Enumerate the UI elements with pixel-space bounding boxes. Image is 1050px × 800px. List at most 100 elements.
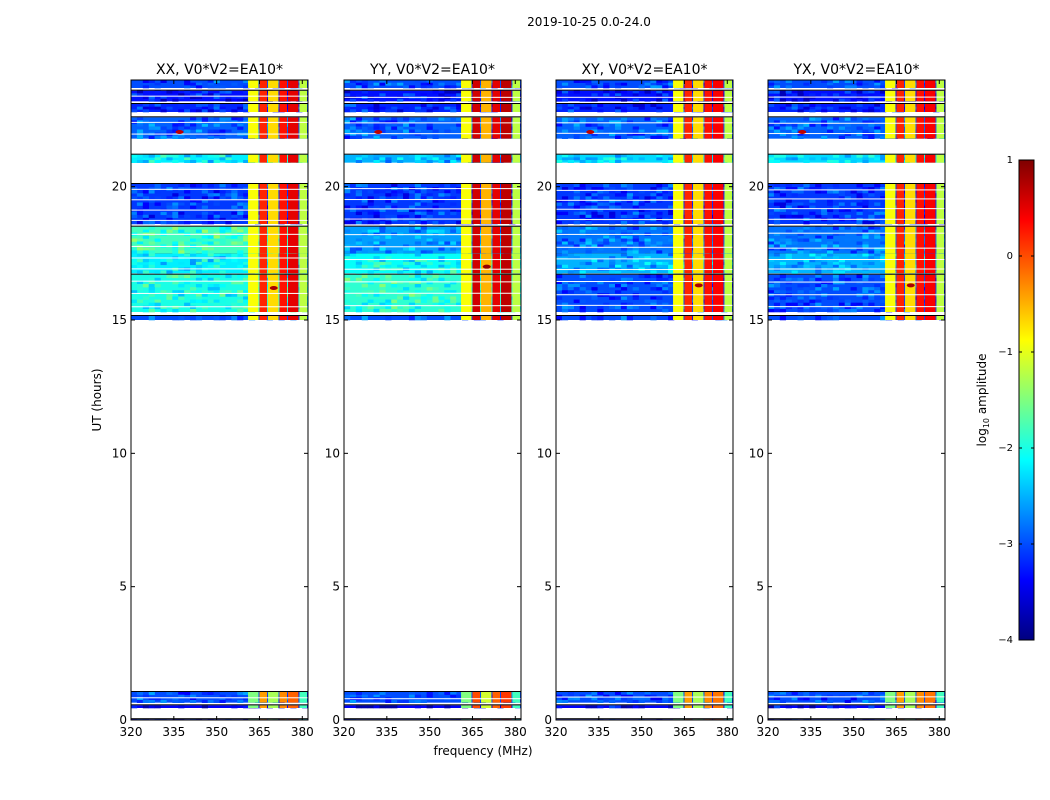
noise-cell [207,109,214,113]
rfi-column [481,80,492,88]
flag-gap [768,281,945,283]
noise-cell [768,193,775,197]
noise-cell [556,202,563,206]
noise-cell [355,123,362,127]
noise-cell [397,308,404,313]
noise-cell [868,692,875,695]
noise-cell [237,316,244,321]
noise-cell [844,211,851,216]
noise-cell [444,705,451,709]
noise-cell [154,160,161,163]
noise-cell [821,196,828,200]
rfi-column [905,184,916,224]
noise-cell [838,190,845,194]
noise-cell [668,82,675,86]
noise-cell [184,90,191,94]
flag-gap [131,95,308,97]
noise-cell [785,80,792,83]
noise-cell [213,117,220,121]
noise-cell [567,284,574,288]
noise-cell [432,85,439,89]
noise-cell [373,277,380,282]
noise-cell [567,241,574,245]
noise-cell [638,104,645,107]
noise-cell [591,98,598,102]
noise-cell [349,104,357,107]
noise-cell [397,157,404,161]
noise-cell [444,193,451,197]
noise-cell [367,241,374,245]
noise-cell [797,214,804,219]
noise-cell [662,135,669,139]
noise-cell [561,202,569,206]
noise-cell [166,217,173,222]
noise-cell [921,220,928,225]
noise-cell [709,284,716,288]
noise-cell [195,259,203,263]
noise-cell [921,205,928,209]
noise-cell [426,211,433,216]
noise-cell [426,270,433,274]
noise-cell [284,259,291,263]
noise-cell [403,261,410,266]
flag-gap [768,232,945,234]
noise-cell [856,90,863,94]
noise-cell [797,316,804,321]
rfi-column [492,226,501,254]
noise-cell [497,250,504,254]
rfi-column [492,104,501,112]
noise-cell [773,253,781,257]
noise-cell [862,193,869,197]
flag-gap [131,280,308,282]
noise-cell [632,247,639,251]
noise-cell [797,305,804,310]
noise-cell [662,261,669,266]
noise-cell [355,247,362,251]
rfi-column [268,253,279,274]
noise-cell [785,299,792,303]
noise-cell [862,190,869,194]
noise-cell [178,293,185,297]
rfi-column [896,90,905,102]
noise-cell [379,229,386,233]
rfi-column [684,117,693,139]
noise-cell [166,274,173,279]
noise-cell [632,220,639,225]
noise-cell [172,280,179,285]
noise-cell [591,214,598,219]
noise-cell [832,270,840,274]
flag-gap [768,96,945,98]
noise-cell [662,302,669,307]
rfi-column [905,117,916,139]
noise-cell [420,250,427,254]
flag-gap [556,696,733,698]
noise-cell [243,214,250,219]
noise-cell [450,299,457,303]
noise-cell [773,290,781,294]
noise-cell [921,305,928,310]
noise-cell [456,208,463,212]
noise-cell [868,290,875,294]
noise-cell [367,280,374,285]
noise-cell [880,247,887,251]
noise-cell [597,160,604,163]
noise-cell [379,196,386,200]
noise-cell [609,238,616,242]
noise-cell [632,135,639,139]
noise-cell [136,241,144,245]
noise-cell [797,98,804,102]
noise-cell [190,261,197,266]
noise-cell [444,205,451,209]
noise-cell [561,135,569,139]
noise-cell [933,700,940,703]
noise-cell [809,199,816,203]
rfi-column [704,253,713,274]
noise-cell [361,302,368,307]
noise-cell [391,700,398,703]
noise-cell [803,123,810,127]
noise-cell [225,98,232,102]
noise-cell [195,82,203,86]
noise-cell [850,98,857,102]
noise-cell [632,214,639,219]
band-edge [556,153,733,155]
